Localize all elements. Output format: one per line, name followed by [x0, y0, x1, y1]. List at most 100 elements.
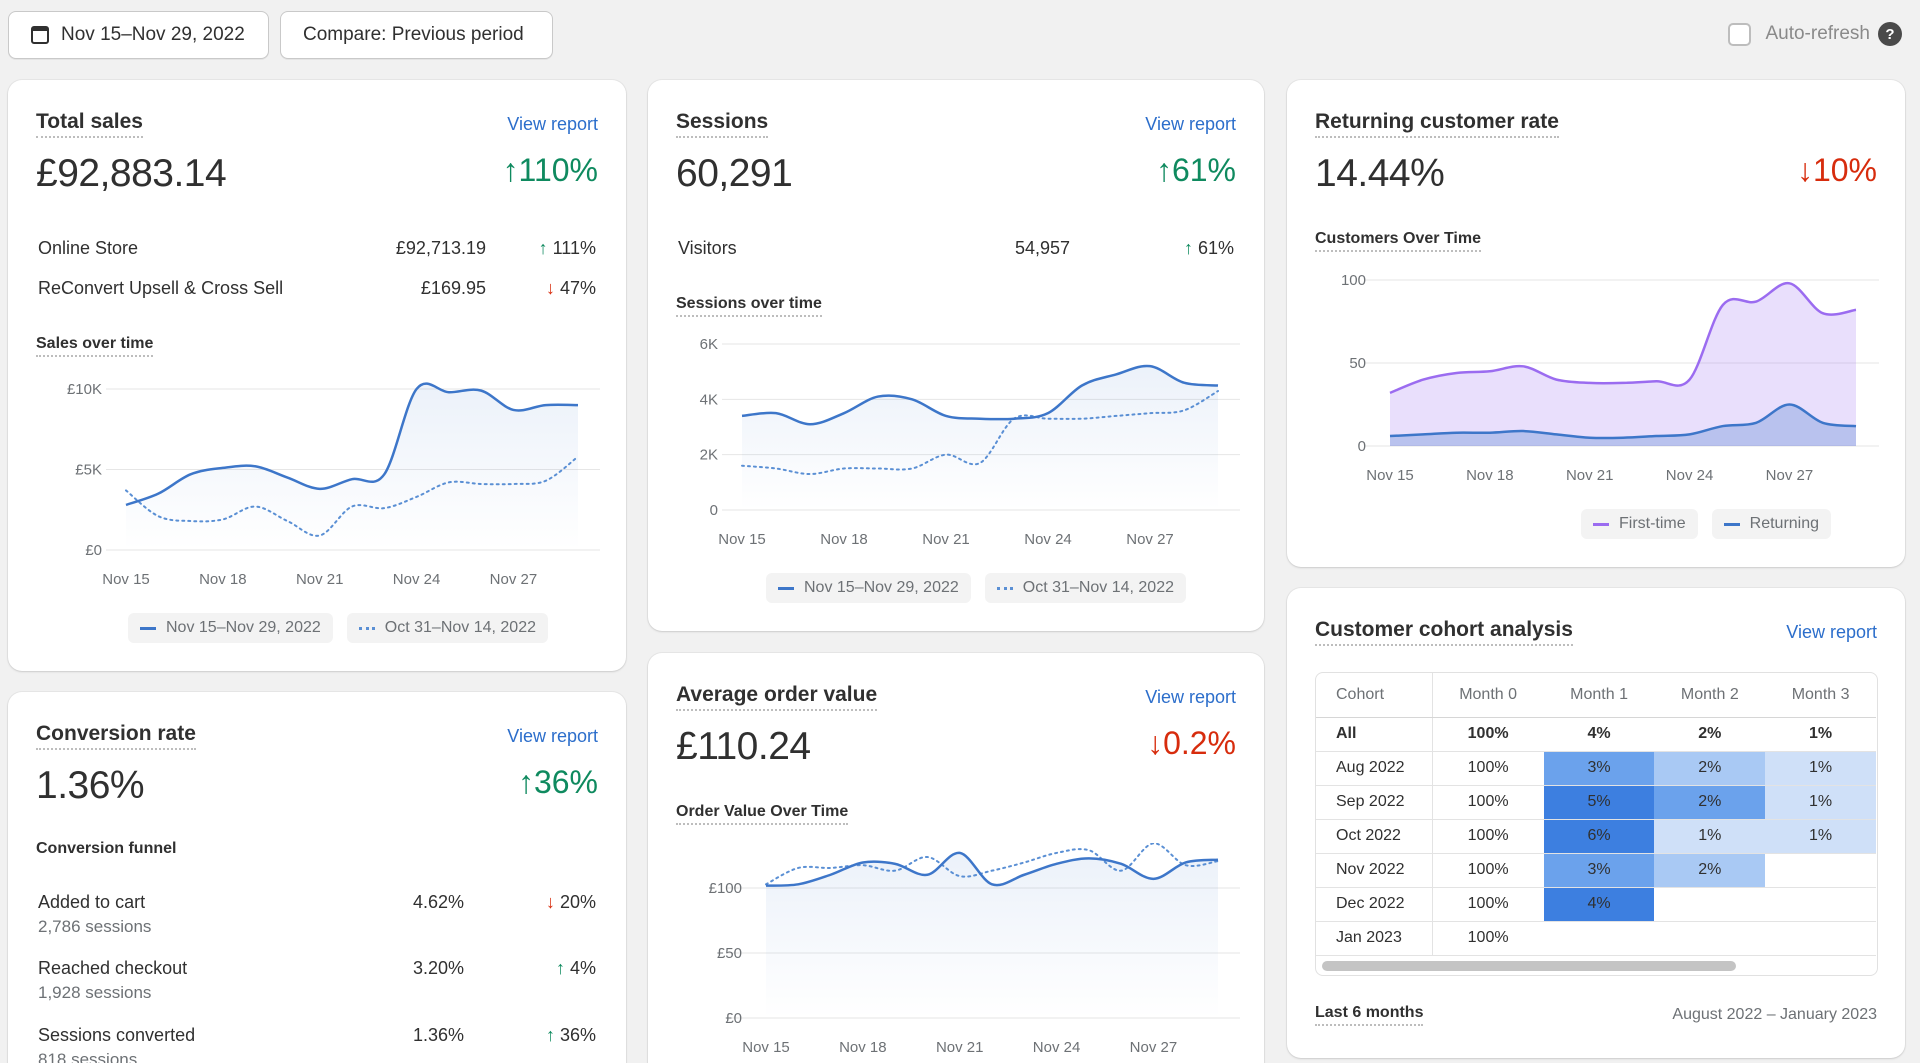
previous-series-line	[741, 390, 1219, 476]
aov-view-report-link[interactable]: View report	[1145, 687, 1236, 707]
cohort-cell: 100%	[1432, 751, 1544, 786]
aov-title[interactable]: Average order value	[676, 683, 878, 711]
cohort-label: Aug 2022	[1316, 751, 1433, 786]
funnel-sessions: 1,928 sessions	[38, 983, 152, 1002]
cohort-cell: 1%	[1765, 819, 1876, 854]
legend-current[interactable]: Nov 15–Nov 29, 2022	[128, 613, 333, 643]
x-tick-label: Nov 18	[1466, 467, 1514, 483]
y-tick-label: 6K	[700, 336, 718, 353]
x-tick-label: Nov 15	[718, 531, 766, 548]
cohort-view-report-link[interactable]: View report	[1786, 622, 1877, 642]
x-tick-label: Nov 24	[1024, 531, 1072, 548]
y-tick-label: 0	[710, 502, 718, 519]
x-tick-label: Nov 27	[1126, 531, 1174, 548]
returning-title[interactable]: Returning customer rate	[1315, 110, 1559, 138]
sessions-change: ↑61%	[1155, 152, 1236, 188]
sales-chart-title[interactable]: Sales over time	[36, 335, 154, 357]
x-tick-label: Nov 27	[490, 571, 538, 588]
y-tick-label: £5K	[75, 462, 102, 479]
cohort-header: Month 0	[1432, 673, 1544, 718]
auto-refresh-checkbox[interactable]	[1728, 22, 1752, 46]
legend-previous[interactable]: Oct 31–Nov 14, 2022	[346, 613, 548, 643]
cohort-row: Jan 2023 100%	[1316, 921, 1876, 956]
channel-change: ↑ 111%	[538, 238, 596, 258]
arrow-up-icon: ↑	[517, 764, 534, 800]
visitors-row: Visitors 54,957 ↑ 61%	[678, 238, 1234, 259]
compare-button[interactable]: Compare: Previous period	[280, 11, 553, 59]
cohort-table-container[interactable]: Cohort Month 0 Month 1 Month 2 Month 3 A…	[1315, 672, 1878, 976]
cohort-cell	[1654, 921, 1766, 956]
total-sales-title[interactable]: Total sales	[36, 110, 143, 138]
total-sales-view-report-link[interactable]: View report	[507, 114, 598, 134]
date-range-button[interactable]: Nov 15–Nov 29, 2022	[8, 11, 269, 59]
previous-series-line	[765, 843, 1219, 886]
funnel-label: Reached checkout	[38, 958, 188, 978]
aov-chart-title[interactable]: Order Value Over Time	[676, 803, 849, 825]
cohort-cell: 5%	[1543, 785, 1655, 820]
legend-previous[interactable]: Oct 31–Nov 14, 2022	[984, 573, 1186, 603]
legend-first-time[interactable]: First-time	[1581, 509, 1698, 539]
y-tick-label: £100	[709, 880, 742, 897]
y-tick-label: 2K	[700, 447, 718, 464]
cohort-period-label[interactable]: Last 6 months	[1315, 1004, 1424, 1026]
x-tick-label: Nov 27	[1766, 467, 1814, 483]
channel-value: £169.95	[420, 278, 486, 298]
channel-label: Online Store	[38, 238, 139, 258]
visitors-label: Visitors	[678, 238, 737, 258]
help-icon[interactable]: ?	[1878, 22, 1902, 46]
cohort-cell: 100%	[1432, 921, 1544, 956]
series-area	[766, 852, 1218, 1018]
cohort-title[interactable]: Customer cohort analysis	[1315, 618, 1573, 646]
sessions-chart-title[interactable]: Sessions over time	[676, 295, 822, 317]
auto-refresh-control[interactable]: Auto-refresh ?	[1728, 22, 1902, 46]
cohort-cell: 100%	[1432, 887, 1544, 922]
cohort-cell: 3%	[1543, 853, 1655, 888]
sales-channel-row: ReConvert Upsell & Cross Sell £169.95 ↓ …	[38, 278, 596, 299]
funnel-change: ↑ 36%	[545, 1025, 596, 1045]
legend-current[interactable]: Nov 15–Nov 29, 2022	[766, 573, 971, 603]
series-area	[1390, 404, 1856, 446]
cohort-cell: 100%	[1432, 717, 1544, 752]
cohort-cell: 1%	[1654, 819, 1766, 854]
cohort-label: Nov 2022	[1316, 853, 1433, 888]
conversion-change: ↑36%	[517, 764, 598, 800]
x-tick-label: Nov 15	[1366, 467, 1414, 483]
current-series-line	[125, 382, 579, 507]
x-tick-label: Nov 24	[1033, 1039, 1081, 1056]
sessions-view-report-link[interactable]: View report	[1145, 114, 1236, 134]
conversion-rate-card: Conversion rate View report 1.36% ↑36% C…	[8, 692, 626, 1063]
cohort-label: Sep 2022	[1316, 785, 1433, 820]
cohort-cell: 100%	[1432, 819, 1544, 854]
conversion-title[interactable]: Conversion rate	[36, 722, 196, 750]
y-tick-label: 100	[1341, 272, 1366, 289]
funnel-sessions: 818 sessions	[38, 1050, 138, 1063]
cohort-cell	[1654, 887, 1766, 922]
cohort-row: Oct 2022 100% 6% 1% 1%	[1316, 819, 1876, 854]
y-tick-label: 50	[1349, 355, 1366, 372]
funnel-sessions: 2,786 sessions	[38, 917, 152, 936]
sessions-title[interactable]: Sessions	[676, 110, 769, 138]
series-line	[1389, 282, 1857, 395]
current-series-line	[765, 851, 1219, 887]
x-tick-label: Nov 21	[296, 571, 344, 588]
arrow-up-icon: ↑	[502, 152, 519, 188]
x-tick-label: Nov 18	[839, 1039, 887, 1056]
x-tick-label: Nov 24	[1666, 467, 1714, 483]
cohort-cell: 4%	[1543, 887, 1655, 922]
legend-returning[interactable]: Returning	[1711, 509, 1832, 539]
returning-customer-card: Returning customer rate 14.44% ↓10% Cust…	[1287, 80, 1905, 567]
cohort-row: All 100% 4% 2% 1%	[1316, 717, 1876, 752]
y-tick-label: £0	[85, 542, 102, 559]
horizontal-scrollbar[interactable]	[1322, 961, 1736, 971]
funnel-row: Sessions converted 818 sessions 1.36% ↑ …	[38, 1025, 596, 1063]
funnel-row: Reached checkout 1,928 sessions 3.20% ↑ …	[38, 958, 596, 1003]
cohort-header: Cohort	[1316, 673, 1433, 718]
arrow-up-icon: ↑	[538, 238, 548, 258]
funnel-change: ↓ 20%	[545, 892, 596, 912]
auto-refresh-label: Auto-refresh	[1765, 23, 1870, 44]
average-order-value-card: Average order value View report £110.24 …	[648, 653, 1264, 1063]
funnel-label: Sessions converted	[38, 1025, 196, 1045]
customers-chart-title[interactable]: Customers Over Time	[1315, 230, 1481, 252]
conversion-view-report-link[interactable]: View report	[507, 726, 598, 746]
x-tick-label: Nov 21	[936, 1039, 984, 1056]
